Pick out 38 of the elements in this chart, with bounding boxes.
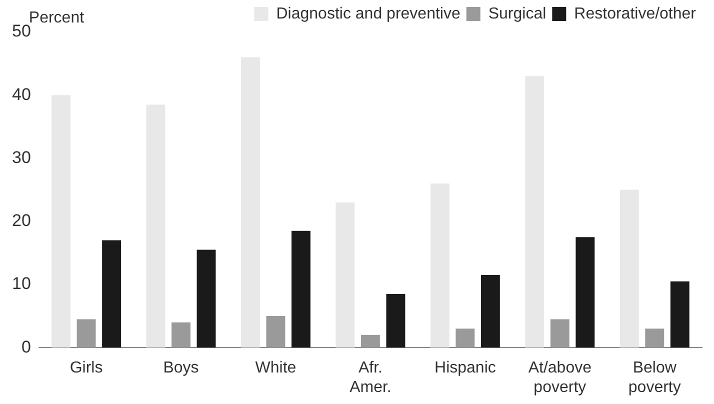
bar: [645, 328, 664, 348]
bar: [76, 319, 96, 348]
x-tick-label: Below poverty: [628, 360, 681, 396]
y-tick-label: 20: [12, 211, 31, 230]
bar: [386, 294, 406, 348]
bar: [336, 202, 355, 348]
y-tick-label: 40: [12, 84, 31, 104]
bar: [525, 76, 544, 348]
x-tick-label: Girls: [70, 360, 103, 377]
y-tick-label: 0: [21, 337, 31, 356]
legend-label: Diagnostic and preventive: [276, 5, 460, 22]
x-tick-label: At/above poverty: [528, 360, 592, 396]
bar: [430, 183, 450, 348]
bar: [576, 237, 595, 348]
bar: [172, 322, 190, 348]
legend-label: Restorative/other: [574, 5, 697, 22]
y-tick-label: 30: [12, 148, 31, 167]
y-tick-label: 10: [12, 274, 31, 294]
bar: [52, 95, 70, 348]
bar: [360, 334, 380, 348]
x-tick-label: Boys: [163, 360, 199, 377]
bar: [240, 57, 260, 348]
bar: [456, 328, 475, 348]
x-tick-label: White: [255, 360, 296, 377]
bar: [670, 281, 690, 348]
legend-label: Surgical: [488, 5, 546, 22]
bar: [292, 230, 310, 348]
bar: [196, 250, 216, 348]
bar: [550, 319, 570, 348]
bar: [620, 190, 639, 348]
y-axis-title: Percent: [28, 9, 85, 26]
bar: [146, 104, 166, 348]
bar: [102, 240, 122, 348]
bar: [266, 316, 286, 348]
x-tick-label: Hispanic: [434, 360, 496, 377]
y-tick-label: 50: [12, 22, 31, 41]
x-tick-label: Afr. Amer.: [350, 360, 392, 396]
bar: [480, 275, 500, 348]
